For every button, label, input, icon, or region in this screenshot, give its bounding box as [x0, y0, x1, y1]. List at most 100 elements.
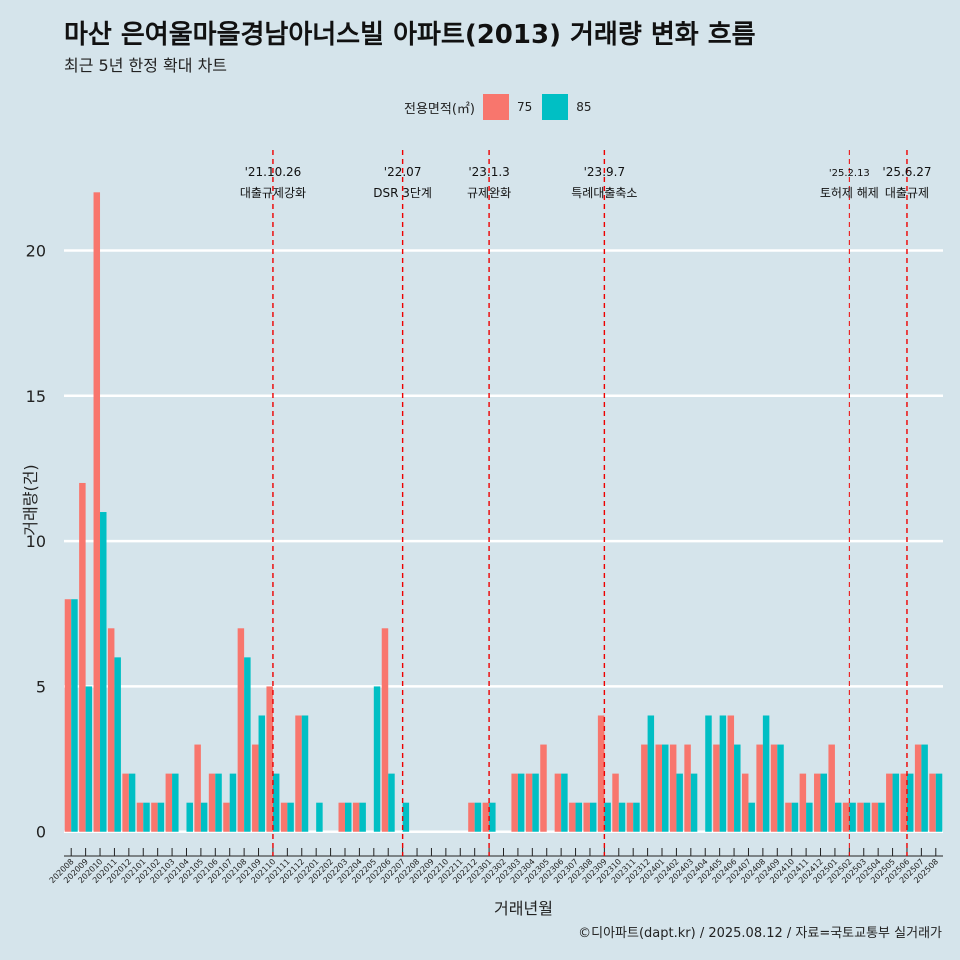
bar-75-202401 [655, 744, 663, 832]
bar-85-202008 [71, 599, 78, 832]
bar-75-202311 [626, 802, 634, 832]
bar-75-202402 [669, 744, 677, 832]
bar-75-202504 [871, 802, 879, 832]
chart-subtitle: 최근 5년 한정 확대 차트 [64, 56, 228, 75]
y-tick-label: 0 [36, 823, 46, 842]
legend-key-75 [482, 94, 509, 120]
bar-85-202412 [820, 773, 828, 832]
bar-75-202309 [597, 715, 605, 832]
bar-75-202501 [828, 744, 835, 832]
bar-75-202507 [914, 744, 922, 832]
bar-85-202212 [474, 802, 482, 832]
event-date-202301: '23.1.3 [468, 165, 509, 179]
y-tick-label: 10 [26, 532, 46, 551]
bar-85-202111 [287, 802, 294, 832]
legend-key-85 [542, 94, 569, 120]
bar-85-202205 [373, 686, 381, 832]
y-tick-label: 15 [26, 387, 46, 406]
bar-75-202111 [280, 802, 288, 832]
bar-75-202206 [381, 628, 389, 832]
event-label-202110: 대출규제강화 [240, 186, 306, 200]
bar-85-202207 [402, 802, 410, 832]
bar-85-202201 [316, 802, 323, 832]
bar-75-202009 [79, 482, 86, 832]
bar-85-202312 [647, 715, 655, 832]
bar-85-202204 [359, 802, 366, 832]
bar-75-202406 [727, 715, 735, 832]
source-caption: ©디아파트(dapt.kr) / 2025.08.12 / 자료=국토교통부 실… [578, 926, 942, 941]
bar-85-202401 [662, 744, 669, 832]
y-axis-title: 거래량(건) [21, 464, 40, 535]
bar-75-202310 [612, 773, 619, 832]
bar-75-202411 [799, 773, 807, 832]
bar-85-202301 [489, 802, 496, 832]
bar-85-202110 [272, 773, 280, 832]
bar-75-202306 [554, 773, 562, 832]
bar-85-202112 [301, 715, 309, 832]
bar-75-202008 [64, 599, 72, 832]
bar-75-202312 [641, 744, 648, 832]
bar-85-202009 [85, 686, 93, 832]
bar-85-202308 [589, 802, 597, 832]
bar-75-202505 [886, 773, 893, 832]
bar-85-202102 [157, 802, 165, 832]
event-date-202502: '25.2.13 [829, 168, 870, 179]
bar-85-202104 [186, 802, 193, 832]
bar-75-202303 [511, 773, 518, 832]
bar-75-202412 [814, 773, 821, 832]
bar-85-202109 [258, 715, 266, 832]
bar-75-202010 [93, 192, 101, 832]
bar-85-202405 [719, 715, 727, 832]
bar-85-202503 [863, 802, 871, 832]
chart-title: 마산 은여울마을경남아너스빌 아파트(2013) 거래량 변화 흐름 [64, 20, 756, 50]
bar-85-202407 [748, 802, 755, 832]
bar-85-202411 [806, 802, 813, 832]
event-label-202502: 토허제 해제 [820, 186, 879, 200]
bar-75-202502 [842, 802, 850, 832]
bar-85-202108 [244, 657, 251, 832]
y-tick-label: 5 [36, 677, 46, 696]
legend-label-75: 75 [516, 100, 533, 114]
y-tick-label: 20 [26, 241, 46, 260]
bar-85-202307 [575, 802, 583, 832]
bar-75-202012 [122, 773, 129, 832]
bar-75-202304 [525, 773, 533, 832]
bar-75-202407 [741, 773, 749, 832]
event-label-202301: 규제완화 [467, 186, 511, 200]
bar-75-202301 [482, 802, 490, 832]
bar-85-202304 [532, 773, 539, 832]
bar-75-202011 [107, 628, 115, 832]
bar-85-202504 [878, 802, 885, 832]
bar-75-202107 [223, 802, 230, 832]
bar-85-202303 [517, 773, 525, 832]
bar-75-202410 [785, 802, 792, 832]
bar-75-202203 [338, 802, 345, 832]
bar-85-202203 [344, 802, 352, 832]
legend-title: 전용면적(㎡) [404, 101, 475, 117]
bar-85-202011 [114, 657, 121, 832]
bar-85-202206 [388, 773, 395, 832]
bar-75-202405 [713, 744, 720, 832]
legend-label-85: 85 [576, 100, 592, 114]
x-axis-title: 거래년월 [494, 899, 553, 918]
event-date-202207: '22.07 [384, 165, 422, 179]
bar-85-202012 [128, 773, 136, 832]
bar-75-202503 [857, 802, 864, 832]
bar-75-202112 [295, 715, 302, 832]
bar-85-202403 [690, 773, 698, 832]
bar-75-202408 [756, 744, 763, 832]
bar-75-202307 [569, 802, 576, 832]
event-date-202110: '21.10.26 [245, 165, 302, 179]
bar-75-202212 [468, 802, 475, 832]
bar-85-202408 [762, 715, 770, 832]
bar-75-202110 [266, 686, 273, 832]
bar-75-202105 [194, 744, 201, 832]
bar-85-202502 [849, 802, 856, 832]
legend: 전용면적(㎡) 75 85 [404, 92, 602, 122]
bar-85-202410 [791, 802, 799, 832]
bar-85-202406 [734, 744, 741, 832]
bar-85-202501 [834, 802, 842, 832]
bar-85-202310 [618, 802, 626, 832]
bar-85-202306 [561, 773, 568, 832]
